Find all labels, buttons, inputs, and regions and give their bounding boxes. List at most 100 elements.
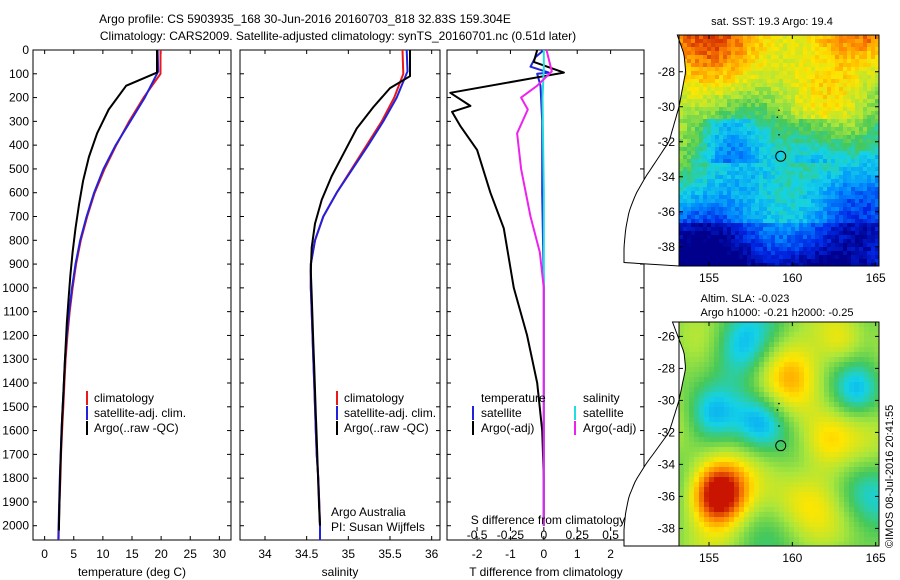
map-cell	[867, 243, 872, 248]
map-cell	[729, 357, 735, 363]
map-cell	[775, 263, 780, 267]
map-cell	[867, 135, 872, 140]
map-cell	[727, 167, 732, 172]
map-cell	[803, 95, 808, 100]
map-cell	[847, 107, 852, 112]
map-cell	[759, 442, 765, 448]
map-cell	[734, 422, 740, 428]
map-cell	[811, 127, 816, 132]
map-cell	[715, 259, 720, 264]
map-cell	[874, 432, 880, 438]
map-cell	[819, 219, 824, 224]
map-cell	[755, 115, 760, 120]
map-cell	[714, 537, 720, 543]
map-cell	[679, 472, 685, 478]
map-cell	[795, 67, 800, 72]
map-cell	[774, 487, 780, 493]
map-cell	[874, 352, 880, 358]
map-cell	[875, 91, 880, 96]
x-tick-label: 0	[540, 547, 547, 561]
map-cell	[699, 442, 705, 448]
map-cell	[711, 259, 716, 264]
map-cell	[844, 352, 850, 358]
map-cell	[803, 191, 808, 196]
map-cell	[734, 542, 740, 547]
map-cell	[829, 437, 835, 443]
map-cell	[715, 231, 720, 236]
map-cell	[703, 43, 708, 48]
map-cell	[729, 347, 735, 353]
map-cell	[775, 91, 780, 96]
map-cell	[874, 392, 880, 398]
map-cell	[739, 63, 744, 68]
map-cell	[851, 79, 856, 84]
map-cell	[867, 35, 872, 40]
map-cell	[859, 512, 865, 518]
map-cell	[744, 492, 750, 498]
map-cell	[867, 139, 872, 144]
map-cell	[703, 163, 708, 168]
map-cell	[711, 59, 716, 64]
map-cell	[727, 227, 732, 232]
map-cell	[751, 223, 756, 228]
map-cell	[759, 332, 765, 338]
map-cell	[709, 367, 715, 373]
map-cell	[719, 95, 724, 100]
map-cell	[735, 231, 740, 236]
map-cell	[739, 337, 745, 343]
map-cell	[687, 99, 692, 104]
map-cell	[804, 537, 810, 543]
map-cell	[859, 75, 864, 80]
map-cell	[795, 63, 800, 68]
map-cell	[771, 211, 776, 216]
map-cell	[819, 537, 825, 543]
map-cell	[759, 107, 764, 112]
map-cell	[767, 151, 772, 156]
map-cell	[774, 392, 780, 398]
map-cell	[739, 107, 744, 112]
map-cell	[743, 43, 748, 48]
map-cell	[774, 362, 780, 368]
map-cell	[794, 437, 800, 443]
map-cell	[807, 255, 812, 260]
map-cell	[811, 111, 816, 116]
map-cell	[843, 199, 848, 204]
map-cell	[774, 512, 780, 518]
map-cell	[775, 123, 780, 128]
map-cell	[751, 219, 756, 224]
map-cell	[691, 211, 696, 216]
map-cell	[839, 39, 844, 44]
map-cell	[811, 115, 816, 120]
map-cell	[851, 103, 856, 108]
map-cell	[815, 91, 820, 96]
map-cell	[687, 95, 692, 100]
map-cell	[835, 207, 840, 212]
map-cell	[869, 447, 875, 453]
map-cell	[699, 83, 704, 88]
map-cell	[839, 472, 845, 478]
map-cell	[855, 131, 860, 136]
map-cell	[679, 139, 684, 144]
map-cell	[804, 532, 810, 538]
map-cell	[724, 472, 730, 478]
map-cell	[691, 247, 696, 252]
map-cell	[795, 83, 800, 88]
map-cell	[795, 187, 800, 192]
map-cell	[829, 382, 835, 388]
map-cell	[684, 432, 690, 438]
map-cell	[707, 59, 712, 64]
map-cell	[689, 362, 695, 368]
map-cell	[695, 159, 700, 164]
map-cell	[767, 179, 772, 184]
map-cell	[695, 207, 700, 212]
map-cell	[775, 247, 780, 252]
map-cell	[783, 183, 788, 188]
map-cell	[809, 377, 815, 383]
map-cell	[771, 107, 776, 112]
map-cell	[739, 67, 744, 72]
map-cell	[855, 175, 860, 180]
map-cell	[847, 147, 852, 152]
map-cell	[714, 492, 720, 498]
map-cell	[719, 47, 724, 52]
map-cell	[751, 143, 756, 148]
